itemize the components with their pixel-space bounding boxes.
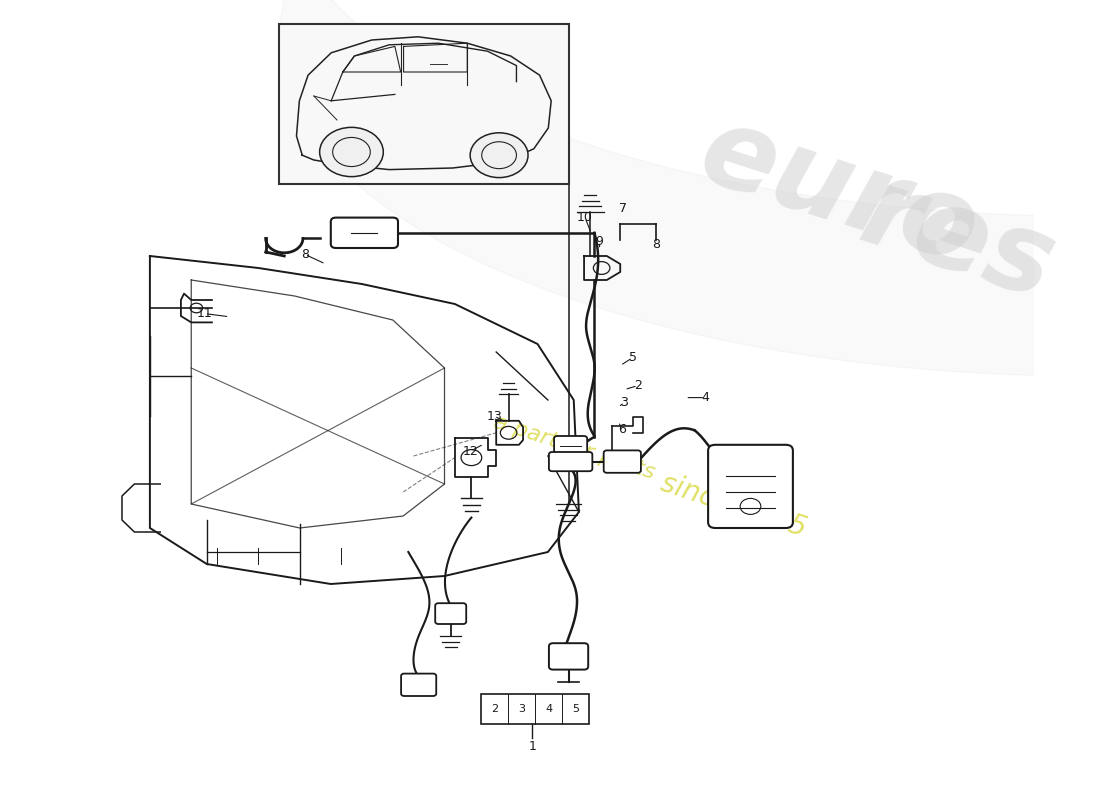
Bar xyxy=(279,24,569,184)
FancyBboxPatch shape xyxy=(549,452,592,471)
FancyBboxPatch shape xyxy=(331,218,398,248)
Text: 4: 4 xyxy=(544,704,552,714)
Text: 9: 9 xyxy=(595,235,604,248)
FancyBboxPatch shape xyxy=(402,674,437,696)
Text: 12: 12 xyxy=(462,445,478,458)
Circle shape xyxy=(470,133,528,178)
FancyBboxPatch shape xyxy=(554,436,587,457)
Text: 11: 11 xyxy=(197,307,212,320)
Text: 4: 4 xyxy=(701,391,708,404)
Text: a part for parts: a part for parts xyxy=(491,413,657,483)
Text: 8: 8 xyxy=(652,238,660,250)
Text: 8: 8 xyxy=(301,248,309,261)
Text: 2: 2 xyxy=(491,704,498,714)
Bar xyxy=(481,694,590,724)
Text: 3: 3 xyxy=(620,396,628,409)
Text: 2: 2 xyxy=(634,379,641,392)
Text: 3: 3 xyxy=(518,704,525,714)
Text: 10: 10 xyxy=(578,211,593,224)
FancyBboxPatch shape xyxy=(708,445,793,528)
Text: 5: 5 xyxy=(572,704,580,714)
Text: 6: 6 xyxy=(618,423,626,436)
FancyBboxPatch shape xyxy=(604,450,641,473)
Text: res: res xyxy=(848,158,1067,322)
Text: 1: 1 xyxy=(528,740,537,753)
FancyBboxPatch shape xyxy=(549,643,588,670)
FancyBboxPatch shape xyxy=(436,603,466,624)
Text: since 1985: since 1985 xyxy=(658,469,811,542)
Text: 5: 5 xyxy=(628,351,637,364)
Text: 7: 7 xyxy=(619,202,627,214)
Text: 13: 13 xyxy=(486,410,502,422)
Text: euro: euro xyxy=(688,97,992,287)
Circle shape xyxy=(320,127,383,177)
